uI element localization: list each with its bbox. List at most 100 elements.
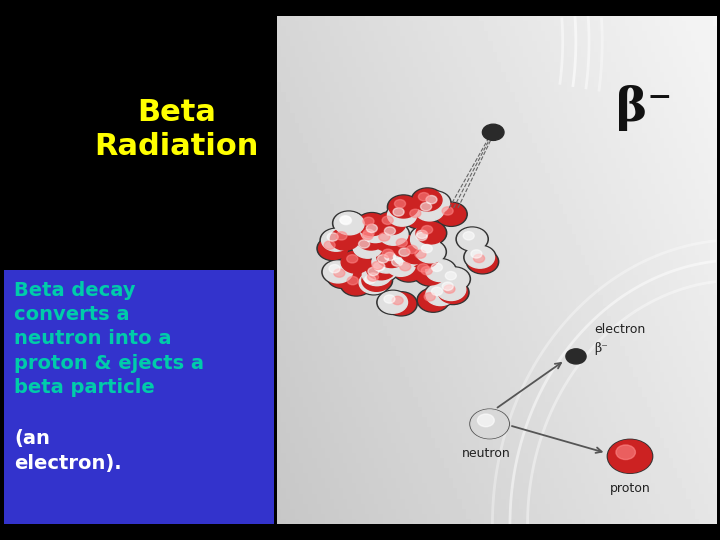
Ellipse shape [426,284,455,306]
Ellipse shape [435,278,467,302]
Ellipse shape [384,295,395,303]
Ellipse shape [419,191,451,215]
Ellipse shape [359,240,369,248]
Ellipse shape [323,261,353,283]
Ellipse shape [420,202,431,211]
Text: electron: electron [594,323,645,336]
Ellipse shape [422,226,433,234]
Ellipse shape [372,251,401,273]
Ellipse shape [364,275,376,284]
Ellipse shape [361,221,390,242]
Ellipse shape [336,232,347,240]
Ellipse shape [426,195,437,204]
Ellipse shape [608,440,652,473]
Ellipse shape [360,268,392,293]
Ellipse shape [384,252,395,260]
Ellipse shape [417,288,449,312]
Ellipse shape [333,211,365,235]
Ellipse shape [334,269,345,277]
Ellipse shape [377,246,406,267]
Ellipse shape [317,237,349,261]
Ellipse shape [470,409,509,438]
Ellipse shape [329,265,340,273]
Ellipse shape [414,240,446,264]
Ellipse shape [379,233,390,241]
Ellipse shape [477,414,494,427]
Ellipse shape [404,206,433,228]
Ellipse shape [392,244,424,268]
Ellipse shape [322,260,354,284]
Ellipse shape [420,192,449,214]
Ellipse shape [415,221,446,245]
Ellipse shape [335,213,364,235]
Ellipse shape [440,268,469,290]
Ellipse shape [377,213,405,234]
Ellipse shape [421,267,432,275]
Ellipse shape [442,282,454,291]
Ellipse shape [351,235,384,259]
Ellipse shape [402,205,435,229]
Ellipse shape [379,249,408,271]
Ellipse shape [392,258,425,282]
Ellipse shape [463,232,474,240]
Ellipse shape [471,410,508,438]
Ellipse shape [418,289,448,311]
Ellipse shape [608,440,652,472]
Ellipse shape [418,193,430,201]
Ellipse shape [415,250,426,258]
Ellipse shape [411,227,440,248]
Text: Beta
Radiation: Beta Radiation [94,98,258,161]
Ellipse shape [356,228,386,250]
Ellipse shape [410,209,421,218]
Ellipse shape [436,204,466,225]
Ellipse shape [400,241,431,265]
Ellipse shape [334,212,364,234]
Ellipse shape [365,256,397,281]
Ellipse shape [382,216,393,225]
Ellipse shape [410,226,442,250]
Ellipse shape [347,276,359,285]
Ellipse shape [320,228,352,252]
Ellipse shape [392,258,402,266]
Ellipse shape [356,225,388,249]
Ellipse shape [566,349,586,364]
Ellipse shape [356,213,388,237]
Ellipse shape [415,263,445,285]
Ellipse shape [389,196,418,218]
Ellipse shape [442,207,453,215]
Ellipse shape [395,200,405,208]
Text: (an
electron).: (an electron). [14,429,122,472]
Ellipse shape [340,215,351,224]
Ellipse shape [386,203,418,227]
Ellipse shape [324,241,336,249]
Ellipse shape [341,217,351,225]
Ellipse shape [327,233,338,241]
Ellipse shape [318,238,348,259]
Ellipse shape [416,222,445,244]
Ellipse shape [387,293,415,315]
Ellipse shape [616,445,636,460]
Ellipse shape [366,224,377,233]
Ellipse shape [467,249,499,274]
Ellipse shape [435,202,467,226]
Ellipse shape [358,271,390,295]
Ellipse shape [391,235,420,257]
Ellipse shape [408,245,440,269]
Ellipse shape [359,220,392,244]
Ellipse shape [363,230,374,238]
Ellipse shape [363,217,374,226]
Ellipse shape [341,251,370,273]
Ellipse shape [357,214,387,235]
Ellipse shape [401,242,430,264]
Ellipse shape [410,229,440,251]
Ellipse shape [382,249,393,258]
Text: proton: proton [610,482,650,495]
Text: β⁻: β⁻ [594,342,608,355]
Ellipse shape [330,228,359,250]
Ellipse shape [379,224,408,245]
Ellipse shape [362,264,392,286]
Ellipse shape [468,251,497,273]
Ellipse shape [474,254,485,262]
Ellipse shape [387,195,420,219]
Ellipse shape [414,262,446,286]
